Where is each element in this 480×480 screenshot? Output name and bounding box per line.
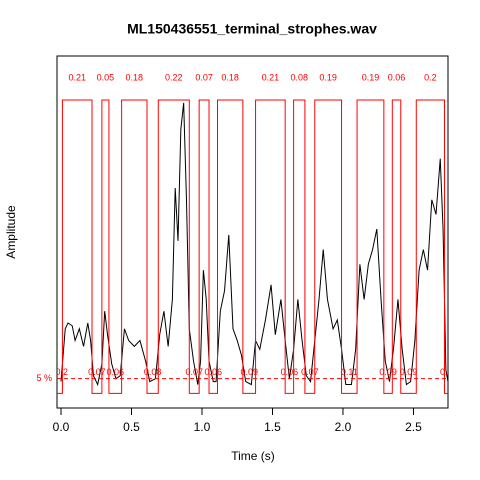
pause-duration-label: 0.06 <box>281 367 299 377</box>
pause-duration-label: 0.07 <box>185 367 203 377</box>
x-tick-label: 1.5 <box>264 420 281 434</box>
x-tick-label: 0.5 <box>123 420 140 434</box>
threshold-label: 5 % <box>36 373 52 383</box>
x-axis-label: Time (s) <box>231 449 275 463</box>
pause-duration-label: 0.09 <box>240 367 258 377</box>
plot-area: 0.2 0.07 0.06 0.08 0.07 0.06 0.09 0.06 0.07 0.11 0… <box>55 99 453 394</box>
sound-outline <box>57 99 448 394</box>
pause-duration-label: 0.06 <box>107 367 125 377</box>
sound-duration-label: 0.06 <box>388 72 406 82</box>
sound-duration-label: 0.08 <box>290 72 308 82</box>
sound-duration-label: 0.18 <box>126 72 144 82</box>
sound-segment <box>122 100 147 393</box>
sound-segment <box>315 100 342 393</box>
signal-envelope <box>60 102 448 387</box>
x-tick-label: 0.0 <box>53 420 70 434</box>
pause-duration-label: 0.06 <box>204 367 222 377</box>
sound-duration-label: 0.2 <box>424 72 437 82</box>
x-tick-label: 1.0 <box>194 420 211 434</box>
pause-duration-label: 0.07 <box>301 367 319 377</box>
pause-duration-label: 0.11 <box>341 367 358 377</box>
pause-duration-label: 0.2 <box>55 367 68 377</box>
sound-duration-label: 0.22 <box>165 72 183 82</box>
sound-segment <box>416 100 444 393</box>
chart-title: ML150436551_terminal_strophes.wav <box>127 21 377 37</box>
sound-duration-label: 0.21 <box>262 72 280 82</box>
pause-duration-label: 0.09 <box>379 367 397 377</box>
sound-duration-label: 0.19 <box>362 72 380 82</box>
pause-duration-label: 0.07 <box>88 367 106 377</box>
sound-duration-label: 0.18 <box>221 72 239 82</box>
sound-duration-label: 0.05 <box>97 72 115 82</box>
sound-segment <box>357 100 384 393</box>
pause-duration-label: 0.08 <box>144 367 162 377</box>
sound-segment <box>217 100 242 393</box>
sound-segment <box>62 100 92 393</box>
x-tick-label: 2.0 <box>335 420 352 434</box>
y-axis-label: Amplitude <box>4 205 18 259</box>
sound-duration-label: 0.21 <box>68 72 86 82</box>
pause-duration-label: 0.0 <box>440 367 453 377</box>
plot-frame <box>56 55 449 409</box>
x-tick-label: 2.5 <box>405 420 422 434</box>
sound-duration-label: 0.19 <box>319 72 337 82</box>
sound-duration-label: 0.07 <box>195 72 213 82</box>
pause-duration-label: 0.09 <box>400 367 418 377</box>
